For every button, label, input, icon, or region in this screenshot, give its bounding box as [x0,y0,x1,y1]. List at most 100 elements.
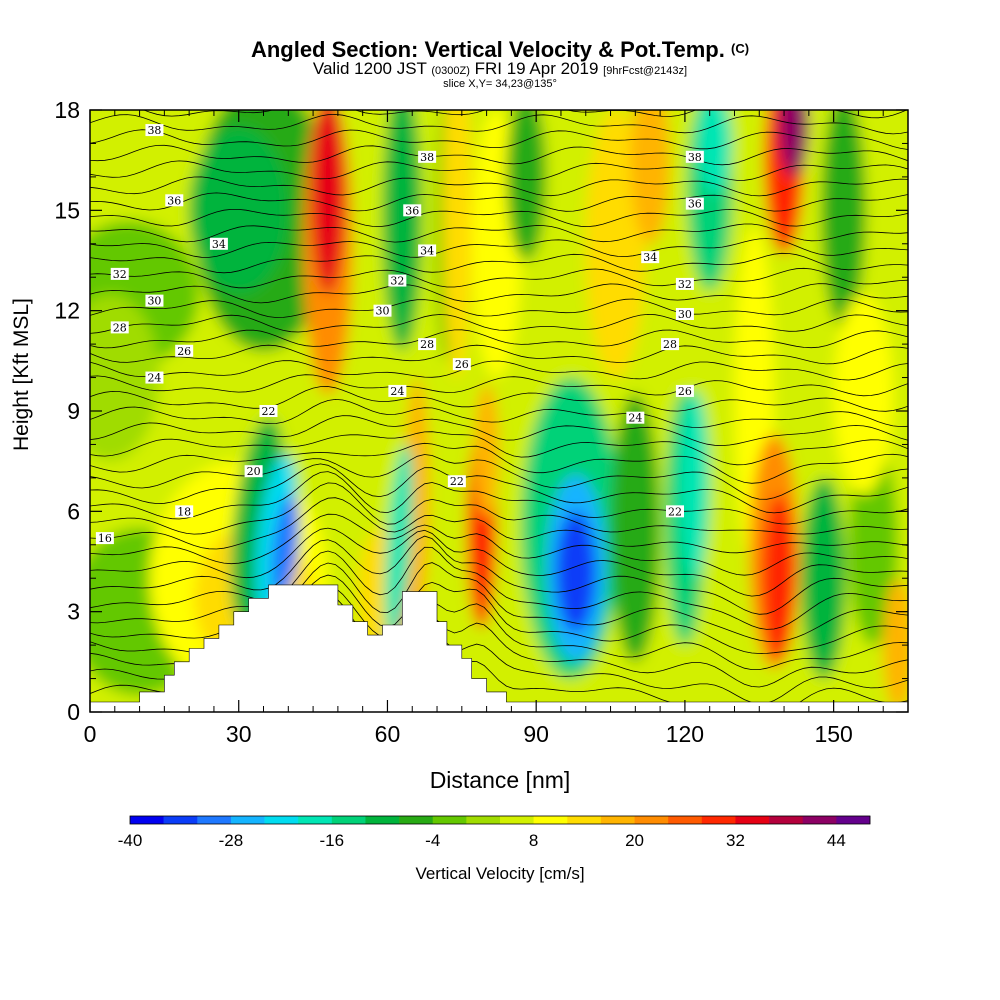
x-axis-label: Distance [nm] [429,767,571,793]
contour-label-bg [685,197,704,210]
contour-label-bg [145,294,164,307]
theta-contour-9 [90,513,908,576]
velocity-cell-14 [382,110,423,351]
theta-contour-31 [90,208,908,228]
theta-contour-8 [90,527,908,597]
contour-label-text: 32 [678,278,692,291]
contour-label-text: 28 [420,338,434,351]
colorbar-tick-label: 32 [726,831,745,850]
contour-label-text: 30 [375,305,389,318]
contour-label-bg [661,338,680,351]
contour-label-15: 32 [388,274,407,288]
theta-contour-16 [90,431,908,466]
theta-contour-15 [90,442,908,484]
contour-label-bg [675,277,694,290]
velocity-cell-15 [404,377,430,612]
velocity-cell-39 [821,110,866,328]
colorbar-label: Vertical Velocity [cm/s] [415,864,585,883]
contour-label-11: 16 [95,532,114,545]
velocity-cell-42 [833,293,894,495]
contour-label-2: 34 [209,237,228,251]
colorbar-swatch [836,816,871,824]
theta-contour-25 [90,298,908,318]
contour-label-bg [145,124,164,137]
contour-label-text: 34 [420,244,434,257]
velocity-cell-30 [679,390,710,579]
contour-label-bg [388,384,407,397]
theta-contour-10 [90,497,908,554]
contour-label-text: 24 [147,372,161,385]
colorbar-tick-label: -28 [219,831,244,850]
contour-label-text: 22 [261,405,275,418]
theta-contour-11 [90,482,908,535]
y-tick-label: 15 [54,197,80,223]
theta-contour-13 [90,463,908,514]
velocity-cell-20 [474,384,499,519]
chart-title: Angled Section: Vertical Velocity & Pot.… [250,37,750,62]
velocity-cell-2 [90,293,160,462]
contour-label-text: 38 [688,151,702,164]
x-tick-label: 0 [84,721,97,747]
contour-label-0: 38 [145,124,164,137]
theta-contour-37 [90,113,908,135]
contour-label-4: 30 [145,294,164,308]
contour-label-bg [388,274,407,287]
contour-label-text: 38 [147,124,161,137]
theta-contour-5 [90,562,908,643]
colorbar-swatch [399,816,434,824]
colorbar-swatch [634,816,669,824]
contour-label-1: 36 [165,194,184,207]
contour-label-29: 22 [665,505,684,518]
y-tick-label: 18 [54,97,80,123]
colorbar-swatch [197,816,232,824]
colorbar-swatch [365,816,400,824]
theta-contour-20 [90,374,908,397]
theta-contour-28 [90,252,908,274]
contour-label-19: 24 [388,384,407,398]
contour-labels: 38 36 34 32 30 28 26 24 22 20 18 16 38 36 34 32 30 28 26 24… [95,124,704,545]
theta-contour-18 [90,398,908,428]
contour-label-bg [626,411,645,424]
y-tick-label: 3 [67,599,80,625]
colorbar-tick-label: 20 [625,831,644,850]
contour-label-13: 36 [403,204,422,217]
contour-label-6: 26 [175,344,194,358]
contour-label-12: 38 [418,150,437,164]
contour-label-14: 34 [418,244,437,257]
contour-label-26: 28 [661,338,680,351]
contour-label-9: 20 [244,465,263,478]
colorbar-swatch [163,816,198,824]
colorbar-swatch [230,816,265,824]
contour-label-bg [641,251,660,264]
theta-contour-26 [90,283,908,304]
contour-label-bg [452,358,471,371]
subtitle-date: FRI 19 Apr 2019 [474,59,599,78]
colorbar-swatch [331,816,366,824]
y-tick-label: 9 [67,398,80,424]
contour-label-bg [259,405,278,417]
velocity-cell-26 [585,110,646,378]
colorbar-swatch [130,816,164,824]
colorbar-swatch [432,816,467,824]
contour-label-17: 28 [418,338,437,351]
theta-contour-21 [90,360,908,381]
colorbar-swatch [466,816,501,824]
theta-contour-17 [90,415,908,447]
velocity-cell-27 [610,394,661,662]
contour-label-text: 26 [455,358,469,371]
theta-contour-30 [90,223,908,243]
contour-label-8: 22 [259,405,278,418]
x-tick-label: 150 [814,721,852,747]
contour-label-text: 28 [663,338,677,351]
contour-label-bg [95,532,114,545]
contour-label-text: 16 [98,532,112,545]
colorbar-swatch [298,816,333,824]
chart-subtitle-slice: slice X,Y= 34,23@135° [443,78,557,90]
colorbar-tick-label: 8 [529,831,538,850]
contour-label-21: 38 [685,150,704,164]
contour-label-bg [403,204,422,217]
velocity-cell-11 [271,494,300,602]
theta-contour-32 [90,192,908,212]
contour-label-bg [418,244,437,257]
terrain [90,584,908,712]
